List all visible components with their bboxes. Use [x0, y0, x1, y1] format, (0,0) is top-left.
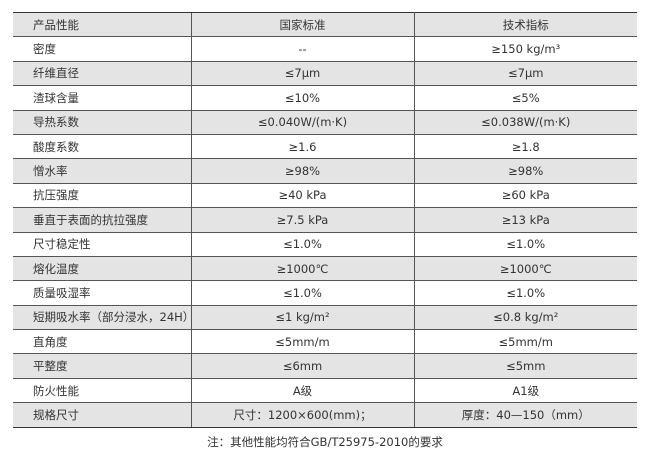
table-row: 酸度系数 ≥1.6 ≥1.8 — [13, 134, 637, 160]
cell-technical-index: ≤0.8 kg/m² — [414, 305, 637, 331]
cell-national-standard: ≤1.0% — [190, 232, 415, 257]
cell-national-standard: ≥40 kPa — [190, 183, 415, 209]
cell-property: 憎水率 — [13, 158, 191, 184]
table-row: 防火性能 A级 A1级 — [13, 378, 637, 404]
cell-national-standard: ≥7.5 kPa — [190, 207, 415, 233]
cell-national-standard: A级 — [190, 378, 415, 404]
table-row: 导热系数 ≤0.040W/(m·K) ≤0.038W/(m·K) — [13, 110, 637, 135]
cell-technical-index: ≥150 kg/m³ — [414, 36, 637, 62]
cell-property: 渣球含量 — [13, 85, 191, 111]
cell-technical-index: ≥13 kPa — [414, 207, 637, 233]
cell-technical-index: ≤5mm/m — [414, 329, 637, 355]
table-row: 垂直于表面的抗拉强度 ≥7.5 kPa ≥13 kPa — [13, 207, 637, 233]
cell-property: 尺寸稳定性 — [13, 232, 191, 257]
table-row: 纤维直径 ≤7μm ≤7μm — [13, 61, 637, 87]
footnote: 注：其他性能均符合GB/T25975-2010的要求 — [207, 434, 443, 449]
cell-property: 纤维直径 — [13, 61, 191, 87]
cell-national-standard: ≤0.040W/(m·K) — [190, 110, 415, 135]
cell-national-standard: ≤10% — [190, 85, 415, 111]
table-row: 短期吸水率（部分浸水，24H） ≤1 kg/m² ≤0.8 kg/m² — [13, 305, 637, 331]
cell-property: 密度 — [13, 36, 191, 62]
cell-property: 垂直于表面的抗拉强度 — [13, 207, 191, 233]
table-row: 熔化温度 ≥1000℃ ≥1000℃ — [13, 256, 637, 282]
cell-technical-index: ≤0.038W/(m·K) — [414, 110, 637, 135]
cell-technical-index: ≤7μm — [414, 61, 637, 87]
cell-national-standard: -- — [190, 36, 415, 62]
table-row: 直角度 ≤5mm/m ≤5mm/m — [13, 329, 637, 355]
cell-national-standard: ≥1.6 — [190, 134, 415, 160]
cell-technical-index: A1级 — [414, 378, 637, 404]
table-row: 渣球含量 ≤10% ≤5% — [13, 85, 637, 111]
cell-technical-index: ≥60 kPa — [414, 183, 637, 209]
cell-property: 短期吸水率（部分浸水，24H） — [13, 305, 194, 331]
cell-national-standard: ≤1.0% — [190, 280, 415, 306]
cell-national-standard: ≤6mm — [190, 353, 415, 379]
cell-technical-index: ≥98% — [414, 158, 637, 184]
cell-technical-index: ≤1.0% — [414, 232, 637, 257]
table-header-row: 产品性能 国家标准 技术指标 — [13, 11, 637, 38]
cell-national-standard: ≤7μm — [190, 61, 415, 87]
cell-technical-index: 厚度：40—150（mm） — [414, 402, 637, 428]
cell-property: 熔化温度 — [13, 256, 191, 282]
table-row: 密度 -- ≥150 kg/m³ — [13, 36, 637, 62]
cell-technical-index: ≤1.0% — [414, 280, 637, 306]
table-body: 密度 -- ≥150 kg/m³ 纤维直径 ≤7μm ≤7μm 渣球含量 ≤10% ≤5% 导热系… — [13, 36, 637, 428]
cell-property: 抗压强度 — [13, 183, 191, 209]
spec-sheet: 产品性能 国家标准 技术指标 密度 -- ≥150 kg/m³ 纤维直径 ≤7μm ≤7μ… — [13, 11, 637, 450]
cell-national-standard: 尺寸：1200×600(mm)； — [190, 402, 415, 428]
cell-technical-index: ≥1000℃ — [414, 256, 637, 282]
table-row: 质量吸湿率 ≤1.0% ≤1.0% — [13, 280, 637, 306]
table-row: 规格尺寸 尺寸：1200×600(mm)； 厚度：40—150（mm） — [13, 402, 637, 428]
cell-property: 平整度 — [13, 353, 191, 379]
table-row: 平整度 ≤6mm ≤5mm — [13, 353, 637, 379]
table-row: 憎水率 ≥98% ≥98% — [13, 158, 637, 184]
spec-table: 产品性能 国家标准 技术指标 密度 -- ≥150 kg/m³ 纤维直径 ≤7μm ≤7μ… — [13, 11, 637, 428]
cell-national-standard: ≤1 kg/m² — [190, 305, 415, 331]
cell-national-standard: ≤5mm/m — [190, 329, 415, 355]
cell-technical-index: ≤5% — [414, 85, 637, 111]
header-technical-index: 技术指标 — [414, 11, 637, 38]
cell-technical-index: ≥1.8 — [414, 134, 637, 160]
cell-property: 防火性能 — [13, 378, 191, 404]
cell-property: 质量吸湿率 — [13, 280, 191, 306]
cell-property: 酸度系数 — [13, 134, 191, 160]
table-row: 尺寸稳定性 ≤1.0% ≤1.0% — [13, 232, 637, 257]
header-property: 产品性能 — [13, 11, 191, 38]
cell-national-standard: ≥1000℃ — [190, 256, 415, 282]
cell-property: 导热系数 — [13, 110, 191, 135]
cell-property: 规格尺寸 — [13, 402, 191, 428]
cell-national-standard: ≥98% — [190, 158, 415, 184]
cell-technical-index: ≤5mm — [414, 353, 637, 379]
table-row: 抗压强度 ≥40 kPa ≥60 kPa — [13, 183, 637, 209]
header-national-standard: 国家标准 — [190, 11, 415, 38]
cell-property: 直角度 — [13, 329, 191, 355]
